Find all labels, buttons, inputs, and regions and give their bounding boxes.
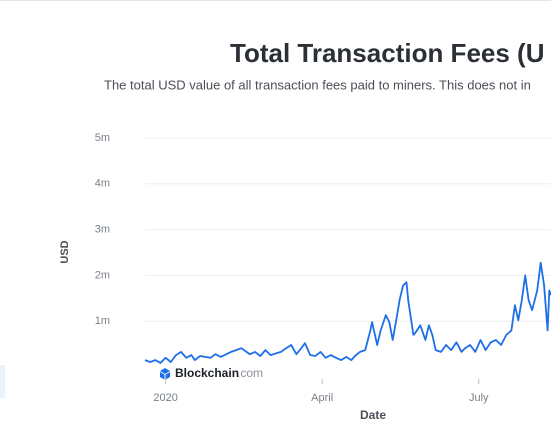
x-tick-label: April (311, 392, 333, 404)
watermark-logo (160, 368, 170, 380)
side-tab (0, 365, 5, 398)
data-line (144, 261, 551, 364)
y-axis-label: USD (59, 240, 71, 263)
watermark-suffix: .com (237, 366, 263, 380)
y-tick-label: 2m (95, 269, 110, 281)
watermark: Blockchain .com (160, 366, 263, 380)
x-tick-label: 2020 (153, 392, 177, 404)
y-tick-label: 1m (95, 315, 110, 327)
y-tick-label: 3m (95, 224, 110, 236)
chart-title: Total Transaction Fees (U (230, 38, 544, 68)
chart-subtitle: The total USD value of all transaction f… (104, 77, 531, 92)
y-tick-label: 4m (95, 178, 110, 190)
x-tick-label: July (469, 392, 489, 404)
watermark-text: Blockchain (175, 366, 239, 380)
y-tick-label: 5m (95, 132, 110, 144)
x-axis-label: Date (360, 408, 386, 422)
